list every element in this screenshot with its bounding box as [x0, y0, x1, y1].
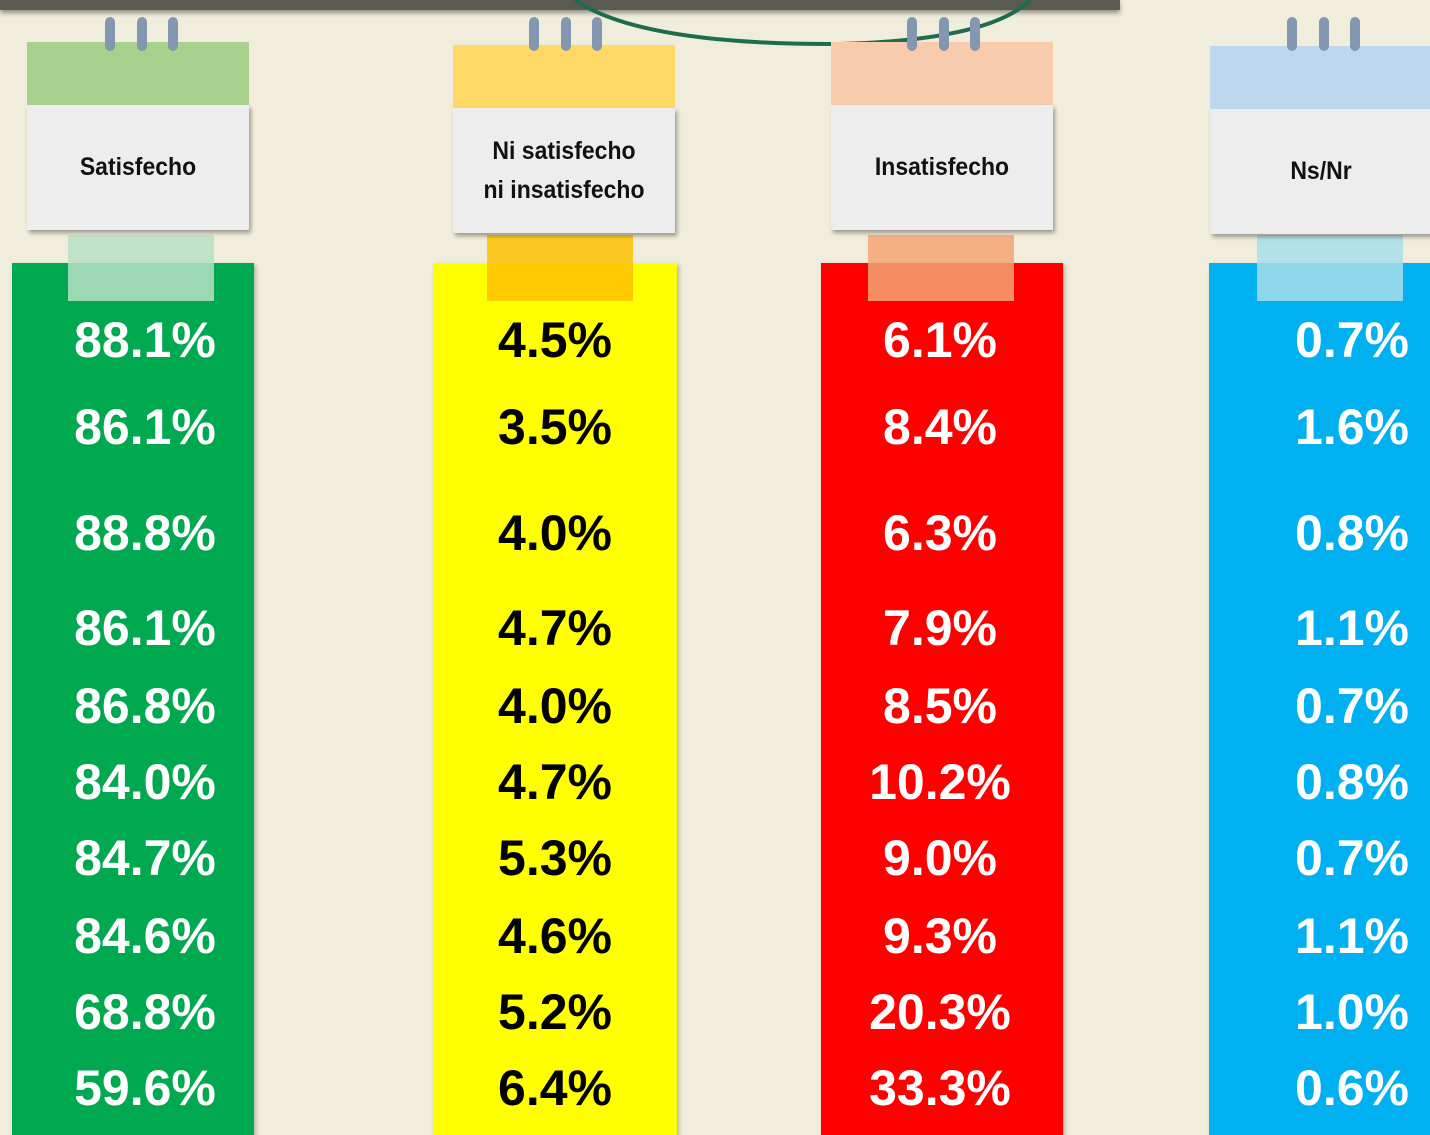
value: 88.1%	[74, 312, 216, 368]
column-strip	[821, 263, 1063, 1135]
value: 9.3%	[883, 908, 997, 964]
ring	[168, 17, 178, 51]
card-header-band	[831, 42, 1053, 105]
card-header-band	[27, 42, 249, 105]
column-header: Ni satisfecho ni insatisfecho	[483, 136, 645, 204]
column-header: Ns/Nr	[1290, 157, 1352, 185]
value: 4.7%	[498, 754, 612, 810]
value: 6.3%	[883, 505, 997, 561]
card: Ni satisfecho ni insatisfecho	[453, 108, 675, 233]
value: 68.8%	[74, 984, 216, 1040]
column-strip	[433, 263, 677, 1135]
ring	[561, 17, 571, 51]
value: 84.6%	[74, 908, 216, 964]
value: 0.6%	[1295, 1060, 1409, 1116]
value: 86.1%	[74, 600, 216, 656]
column-header: Insatisfecho	[874, 153, 1010, 181]
value: 0.7%	[1295, 830, 1409, 886]
card-header-band	[453, 45, 675, 108]
value: 3.5%	[498, 399, 612, 455]
value: 0.7%	[1295, 312, 1409, 368]
ring	[1350, 17, 1360, 51]
value: 7.9%	[883, 600, 997, 656]
tape	[487, 235, 633, 301]
value: 0.8%	[1295, 754, 1409, 810]
ring	[529, 17, 539, 51]
cord-line	[573, 0, 1032, 47]
tape	[1257, 235, 1403, 301]
card: Satisfecho	[27, 105, 249, 230]
value: 59.6%	[74, 1060, 216, 1116]
value: 6.1%	[883, 312, 997, 368]
ring	[939, 17, 949, 51]
card-header-band	[1210, 46, 1430, 109]
card: Insatisfecho	[831, 105, 1053, 230]
tape	[68, 235, 214, 301]
column-header: Satisfecho	[79, 153, 197, 181]
ring	[970, 17, 980, 51]
value: 84.0%	[74, 754, 216, 810]
value: 6.4%	[498, 1060, 612, 1116]
value: 5.2%	[498, 984, 612, 1040]
value: 4.0%	[498, 505, 612, 561]
value: 8.5%	[883, 678, 997, 734]
value: 86.1%	[74, 399, 216, 455]
ring	[105, 17, 115, 51]
value: 4.0%	[498, 678, 612, 734]
value: 1.1%	[1295, 908, 1409, 964]
ring	[1287, 17, 1297, 51]
ring	[137, 17, 147, 51]
value: 1.6%	[1295, 399, 1409, 455]
top-band	[0, 0, 1120, 10]
value: 10.2%	[869, 754, 1011, 810]
value: 4.6%	[498, 908, 612, 964]
ring	[592, 17, 602, 51]
value: 20.3%	[869, 984, 1011, 1040]
value: 33.3%	[869, 1060, 1011, 1116]
value: 0.7%	[1295, 678, 1409, 734]
value: 4.5%	[498, 312, 612, 368]
value: 1.1%	[1295, 600, 1409, 656]
value: 5.3%	[498, 830, 612, 886]
value: 8.4%	[883, 399, 997, 455]
ring	[1319, 17, 1329, 51]
column-strip	[12, 263, 254, 1135]
card: Ns/Nr	[1210, 109, 1430, 234]
column-strip	[1209, 263, 1430, 1135]
value: 1.0%	[1295, 984, 1409, 1040]
value: 84.7%	[74, 830, 216, 886]
value: 86.8%	[74, 678, 216, 734]
value: 88.8%	[74, 505, 216, 561]
tape	[868, 235, 1014, 301]
value: 0.8%	[1295, 505, 1409, 561]
ring	[907, 17, 917, 51]
value: 9.0%	[883, 830, 997, 886]
value: 4.7%	[498, 600, 612, 656]
